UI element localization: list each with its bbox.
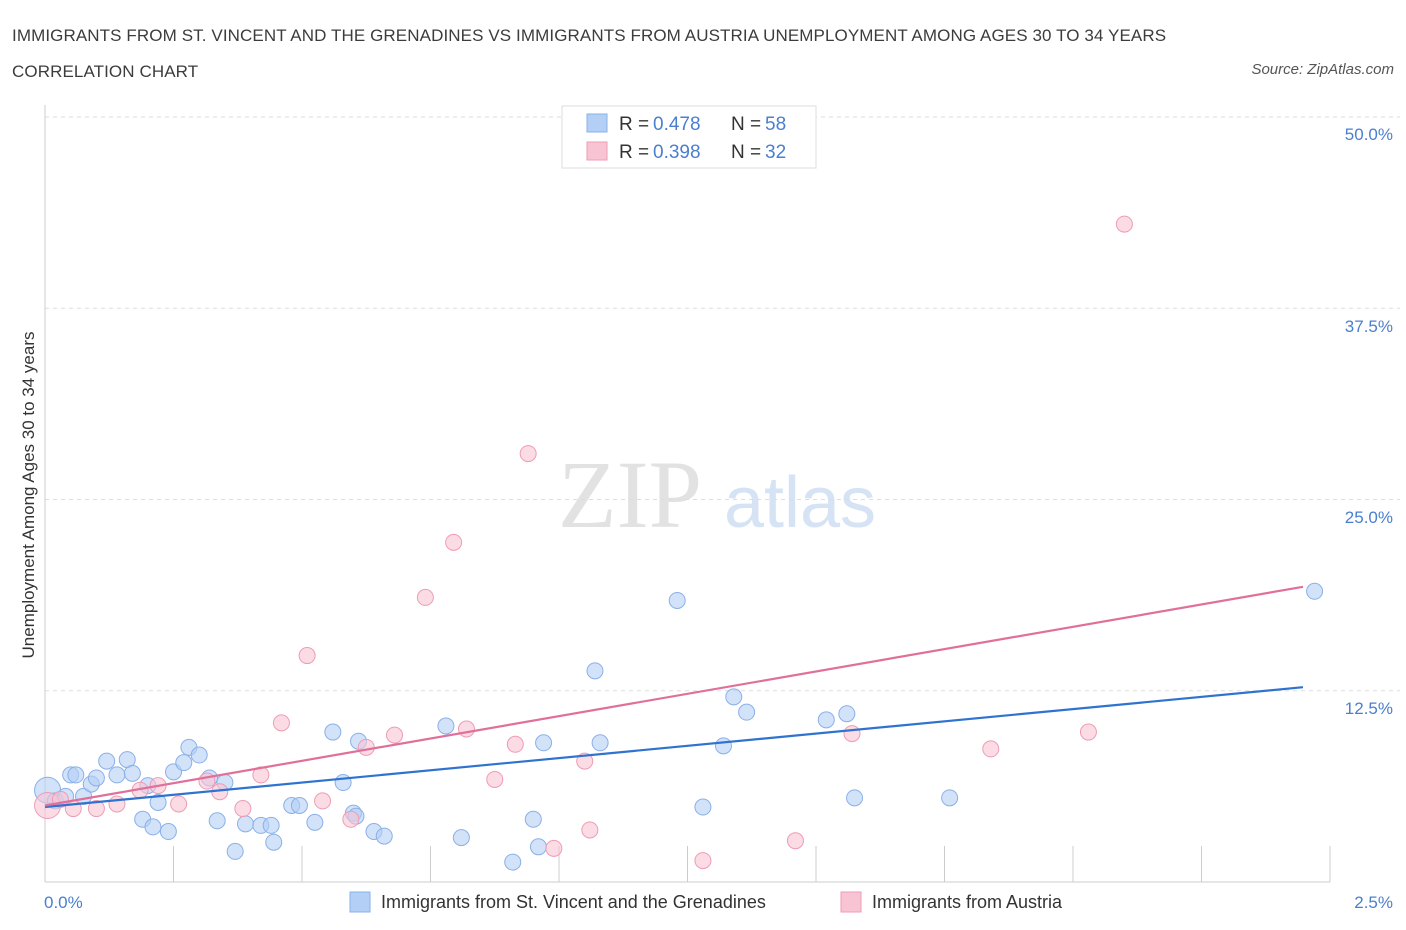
data-point-st-vincent: [149, 793, 167, 811]
data-point-st-vincent: [262, 816, 280, 834]
bottom-legend-label-pink: Immigrants from Austria: [872, 892, 1063, 912]
data-point-austria: [272, 714, 290, 732]
y-axis-label: Unemployment Among Ages 30 to 34 years: [19, 332, 38, 659]
data-point-st-vincent: [290, 797, 308, 814]
data-point-st-vincent: [694, 798, 712, 816]
data-point-st-vincent: [67, 766, 85, 784]
data-point-st-vincent: [838, 705, 856, 723]
legend-r-label-pink: R =: [619, 142, 649, 163]
y-tick-label-25: 25.0%: [1345, 508, 1393, 527]
data-point-st-vincent: [236, 815, 254, 833]
data-point-st-vincent: [437, 717, 455, 735]
data-point-austria: [170, 795, 188, 813]
data-point-st-vincent: [306, 813, 324, 831]
legend-swatch-pink: [586, 141, 608, 161]
data-point-st-vincent: [98, 752, 116, 770]
data-point-austria: [581, 821, 599, 839]
trendline-austria: [44, 585, 1304, 807]
data-point-st-vincent: [324, 723, 342, 741]
data-point-austria: [314, 792, 332, 810]
axes: [44, 105, 1331, 883]
legend-n-label-pink: N =: [731, 142, 761, 163]
data-point-austria: [486, 770, 504, 788]
data-point-austria: [786, 832, 804, 850]
chart-source: Source: ZipAtlas.com: [1251, 61, 1394, 78]
data-point-st-vincent: [529, 838, 547, 856]
data-point-st-vincent: [738, 703, 756, 721]
data-point-austria: [386, 726, 404, 744]
y-tick-label-37-5: 37.5%: [1345, 317, 1393, 336]
data-point-austria: [298, 647, 316, 665]
data-point-st-vincent: [817, 711, 835, 729]
trendlines: [44, 585, 1304, 809]
data-point-st-vincent: [591, 734, 609, 752]
data-point-austria: [357, 738, 375, 756]
data-point-austria: [843, 725, 861, 743]
watermark-atlas: atlas: [724, 463, 876, 543]
legend-r-value-pink: 0.398: [653, 142, 701, 163]
x-tick-label-max: 2.5%: [1354, 893, 1393, 912]
data-point-st-vincent: [108, 766, 126, 784]
data-point-st-vincent: [452, 829, 470, 847]
trendline-st-vincent: [44, 686, 1304, 809]
legend-r-label-blue: R =: [619, 114, 649, 135]
data-point-st-vincent: [175, 754, 193, 772]
data-point-st-vincent: [725, 688, 743, 706]
data-point-st-vincent: [1306, 582, 1324, 600]
data-point-st-vincent: [714, 737, 732, 755]
data-point-austria: [87, 800, 105, 818]
data-point-austria: [342, 810, 360, 828]
bottom-legend-swatch-pink: [840, 891, 862, 913]
legend-n-value-pink: 32: [765, 142, 786, 163]
bottom-legend-swatch-blue: [349, 891, 371, 913]
data-point-austria: [445, 533, 463, 551]
data-point-austria: [506, 735, 524, 753]
data-point-st-vincent: [846, 789, 864, 807]
data-point-st-vincent: [226, 842, 244, 860]
data-point-st-vincent: [123, 764, 141, 782]
data-point-austria: [234, 800, 252, 818]
legend-n-value-blue: 58: [765, 114, 786, 135]
data-point-austria: [457, 720, 475, 738]
data-point-st-vincent: [208, 812, 226, 830]
watermark-zip: ZIP: [558, 441, 702, 548]
legend-n-label-blue: N =: [731, 114, 761, 135]
data-point-austria: [545, 839, 563, 857]
data-point-austria: [519, 445, 537, 463]
data-point-austria: [1115, 215, 1133, 233]
x-tick-label-min: 0.0%: [44, 893, 83, 912]
data-point-austria: [576, 752, 594, 770]
data-point-austria: [108, 795, 126, 813]
data-point-st-vincent: [668, 591, 686, 609]
legend-swatch-blue: [586, 113, 608, 133]
y-tick-label-50: 50.0%: [1345, 125, 1393, 144]
data-point-st-vincent: [144, 818, 162, 836]
data-point-st-vincent: [504, 853, 522, 871]
chart-title: IMMIGRANTS FROM ST. VINCENT AND THE GREN…: [12, 26, 1167, 81]
data-point-st-vincent: [190, 746, 208, 764]
data-point-st-vincent: [334, 774, 352, 792]
data-point-st-vincent: [87, 769, 105, 787]
data-point-austria: [1079, 723, 1097, 741]
data-point-st-vincent: [375, 827, 393, 845]
data-point-st-vincent: [586, 662, 604, 680]
data-points: [34, 215, 1324, 871]
y-tick-label-12-5: 12.5%: [1345, 699, 1393, 718]
data-point-st-vincent: [159, 823, 177, 841]
data-point-austria: [982, 740, 1000, 758]
bottom-legend-label-blue: Immigrants from St. Vincent and the Gren…: [381, 892, 766, 912]
data-point-austria: [416, 588, 434, 606]
data-point-st-vincent: [535, 734, 553, 752]
data-point-st-vincent: [265, 833, 283, 851]
top-legend: R = 0.478 N = 58 R = 0.398 N = 32: [561, 105, 817, 169]
gridlines: [45, 116, 1400, 692]
legend-r-value-blue: 0.478: [653, 114, 701, 135]
data-point-st-vincent: [524, 810, 542, 828]
data-point-st-vincent: [941, 789, 959, 807]
bottom-legend: Immigrants from St. Vincent and the Gren…: [349, 891, 1063, 913]
data-point-austria: [694, 852, 712, 870]
